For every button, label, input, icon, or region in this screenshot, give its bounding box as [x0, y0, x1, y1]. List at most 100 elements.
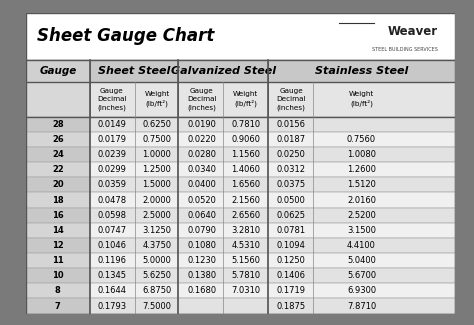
FancyBboxPatch shape — [268, 177, 455, 192]
Text: 0.9060: 0.9060 — [231, 135, 260, 144]
Text: 1.0000: 1.0000 — [143, 150, 171, 159]
Text: 0.1875: 0.1875 — [277, 302, 306, 311]
Text: 22: 22 — [52, 165, 64, 174]
Text: 0.0640: 0.0640 — [187, 211, 217, 220]
Text: 1.2600: 1.2600 — [347, 165, 376, 174]
Text: 1.5000: 1.5000 — [143, 180, 171, 189]
Text: 0.0400: 0.0400 — [188, 180, 217, 189]
Text: 0.6250: 0.6250 — [142, 120, 172, 129]
Text: Sheet Gauge Chart: Sheet Gauge Chart — [37, 27, 214, 45]
Text: 0.0790: 0.0790 — [187, 226, 217, 235]
Text: 3.1250: 3.1250 — [142, 226, 172, 235]
Text: 2.6560: 2.6560 — [231, 211, 260, 220]
Text: 0.0520: 0.0520 — [188, 196, 217, 204]
FancyBboxPatch shape — [268, 192, 455, 208]
FancyBboxPatch shape — [268, 82, 455, 117]
Text: 5.6250: 5.6250 — [142, 271, 172, 280]
FancyBboxPatch shape — [268, 132, 455, 147]
Text: 3.1500: 3.1500 — [347, 226, 376, 235]
FancyBboxPatch shape — [90, 192, 178, 208]
FancyBboxPatch shape — [90, 82, 178, 117]
FancyBboxPatch shape — [178, 177, 268, 192]
FancyBboxPatch shape — [268, 117, 455, 132]
Text: 0.0747: 0.0747 — [97, 226, 127, 235]
Text: Sheet Steel: Sheet Steel — [98, 66, 170, 76]
Text: 0.0478: 0.0478 — [97, 196, 127, 204]
Text: 0.0500: 0.0500 — [277, 196, 306, 204]
Text: Galvanized Steel: Galvanized Steel — [171, 66, 276, 76]
FancyBboxPatch shape — [26, 223, 90, 238]
Text: 0.1793: 0.1793 — [97, 302, 127, 311]
FancyBboxPatch shape — [90, 283, 178, 298]
Text: 20: 20 — [52, 180, 64, 189]
Text: 6.9300: 6.9300 — [347, 286, 376, 295]
Text: 5.1560: 5.1560 — [231, 256, 260, 265]
Text: Gauge
Decimal
(inches): Gauge Decimal (inches) — [187, 88, 217, 111]
Text: Gauge
Decimal
(inches): Gauge Decimal (inches) — [276, 88, 306, 111]
Text: 0.0187: 0.0187 — [277, 135, 306, 144]
FancyBboxPatch shape — [26, 82, 90, 117]
Text: Weight
(lb/ft²): Weight (lb/ft²) — [349, 91, 374, 107]
FancyBboxPatch shape — [178, 283, 268, 298]
Text: 0.1719: 0.1719 — [277, 286, 306, 295]
FancyBboxPatch shape — [178, 208, 268, 223]
Text: 18: 18 — [52, 196, 64, 204]
FancyBboxPatch shape — [268, 223, 455, 238]
FancyBboxPatch shape — [178, 117, 268, 132]
Text: 3.2810: 3.2810 — [231, 226, 260, 235]
Text: 0.1230: 0.1230 — [187, 256, 217, 265]
Text: 12: 12 — [52, 241, 64, 250]
Text: 26: 26 — [52, 135, 64, 144]
Text: Gauge
Decimal
(inches): Gauge Decimal (inches) — [97, 88, 127, 111]
Text: 0.1250: 0.1250 — [277, 256, 306, 265]
Text: 2.0160: 2.0160 — [347, 196, 376, 204]
Text: Stainless Steel: Stainless Steel — [315, 66, 409, 76]
Text: 0.0359: 0.0359 — [97, 180, 127, 189]
FancyBboxPatch shape — [90, 253, 178, 268]
FancyBboxPatch shape — [26, 82, 90, 117]
FancyBboxPatch shape — [26, 162, 90, 177]
FancyBboxPatch shape — [268, 283, 455, 298]
Text: 24: 24 — [52, 150, 64, 159]
Text: 0.0375: 0.0375 — [277, 180, 306, 189]
Text: 0.1196: 0.1196 — [97, 256, 127, 265]
FancyBboxPatch shape — [178, 238, 268, 253]
FancyBboxPatch shape — [178, 59, 268, 82]
Text: 7.5000: 7.5000 — [142, 302, 172, 311]
Text: 0.0239: 0.0239 — [97, 150, 127, 159]
FancyBboxPatch shape — [268, 238, 455, 253]
Text: 1.1560: 1.1560 — [231, 150, 260, 159]
FancyBboxPatch shape — [268, 208, 455, 223]
FancyBboxPatch shape — [26, 132, 90, 147]
Text: 8: 8 — [55, 286, 61, 295]
FancyBboxPatch shape — [178, 82, 268, 117]
Text: Weaver: Weaver — [388, 25, 438, 38]
FancyBboxPatch shape — [268, 162, 455, 177]
Text: 0.1680: 0.1680 — [187, 286, 217, 295]
FancyBboxPatch shape — [26, 238, 90, 253]
Text: 0.0299: 0.0299 — [98, 165, 126, 174]
Text: 0.1644: 0.1644 — [97, 286, 127, 295]
Text: 0.0190: 0.0190 — [188, 120, 217, 129]
Text: 1.4060: 1.4060 — [231, 165, 260, 174]
Text: 0.0179: 0.0179 — [97, 135, 127, 144]
Text: 10: 10 — [52, 271, 64, 280]
Text: 0.0340: 0.0340 — [187, 165, 217, 174]
Text: 0.0149: 0.0149 — [98, 120, 126, 129]
Text: 16: 16 — [52, 211, 64, 220]
Text: 4.5310: 4.5310 — [231, 241, 260, 250]
FancyBboxPatch shape — [26, 298, 90, 314]
Text: 28: 28 — [52, 120, 64, 129]
Text: 1.5120: 1.5120 — [347, 180, 376, 189]
FancyBboxPatch shape — [178, 82, 268, 117]
Text: 5.6700: 5.6700 — [347, 271, 376, 280]
FancyBboxPatch shape — [178, 298, 268, 314]
Text: 5.7810: 5.7810 — [231, 271, 260, 280]
FancyBboxPatch shape — [268, 59, 455, 82]
Text: 14: 14 — [52, 226, 64, 235]
Text: 0.1094: 0.1094 — [277, 241, 306, 250]
FancyBboxPatch shape — [178, 147, 268, 162]
Text: 2.0000: 2.0000 — [143, 196, 171, 204]
FancyBboxPatch shape — [26, 13, 455, 59]
Text: 0.1345: 0.1345 — [97, 271, 127, 280]
